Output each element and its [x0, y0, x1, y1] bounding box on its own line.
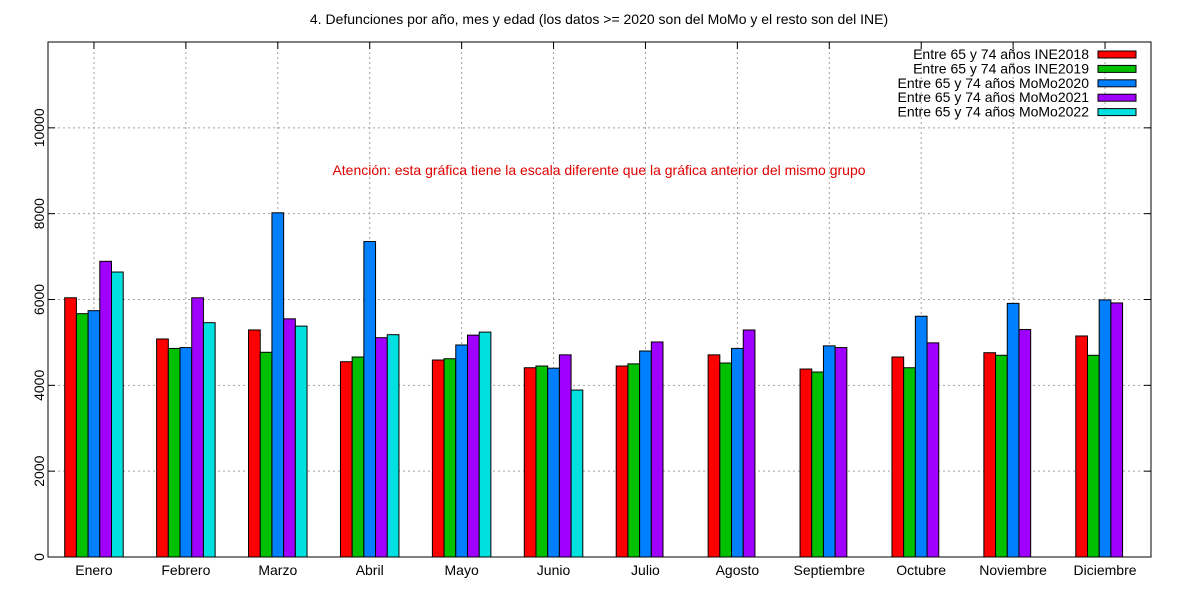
legend-swatch: [1097, 93, 1137, 102]
bar: [719, 362, 733, 558]
bar: [259, 351, 273, 558]
bar: [822, 345, 836, 558]
y-tick-label: 2000: [31, 455, 47, 486]
x-tick-label: Julio: [631, 562, 660, 578]
legend-label: Entre 65 y 74 años INE2018: [913, 46, 1089, 62]
bar: [983, 352, 997, 558]
bar: [351, 356, 365, 558]
bar: [363, 241, 377, 558]
grid-lines: [48, 42, 1151, 557]
bar: [742, 329, 756, 558]
bar: [271, 212, 285, 558]
bar: [627, 363, 641, 558]
bar: [375, 337, 388, 558]
y-tick-label: 0: [31, 553, 47, 561]
bar: [535, 365, 549, 558]
chart-annotation: Atención: esta gráfica tiene la escala d…: [332, 162, 865, 178]
bar: [191, 297, 204, 558]
x-tick-label: Abril: [356, 562, 384, 578]
x-tick-label: Marzo: [258, 562, 297, 578]
bar: [615, 365, 629, 558]
bar: [1110, 302, 1124, 558]
bar: [731, 347, 744, 558]
bar: [478, 331, 492, 558]
bar: [75, 313, 89, 558]
x-tick-label: Agosto: [716, 562, 760, 578]
bar: [111, 271, 124, 558]
legend-label: Entre 65 y 74 años MoMo2020: [898, 75, 1090, 91]
bar: [523, 367, 537, 558]
x-tick-label: Febrero: [161, 562, 210, 578]
y-tick-label: 8000: [31, 198, 47, 229]
bar: [811, 371, 824, 558]
bar: [156, 338, 169, 558]
legend-label: Entre 65 y 74 años MoMo2021: [898, 89, 1090, 105]
bar: [294, 325, 308, 558]
bar: [386, 334, 400, 558]
legend-swatch: [1097, 79, 1137, 88]
bar: [431, 359, 445, 558]
plot-frame: [47, 41, 1152, 558]
bar: [167, 347, 181, 558]
bar: [570, 389, 584, 558]
chart-title: 4. Defunciones por año, mes y edad (los …: [310, 11, 888, 27]
bar: [1006, 302, 1020, 558]
x-tick-label: Enero: [75, 562, 113, 578]
bar: [914, 315, 928, 558]
legend-swatch: [1097, 108, 1137, 117]
x-tick-label: Noviembre: [979, 562, 1047, 578]
bar: [1098, 299, 1112, 558]
bar: [87, 310, 101, 558]
x-tick-label: Septiembre: [793, 562, 865, 578]
legend-swatch: [1097, 64, 1137, 73]
bar: [339, 361, 353, 558]
bar: [248, 329, 261, 558]
bar: [1075, 335, 1088, 558]
bar: [650, 341, 664, 558]
bar: [443, 358, 457, 558]
legend-swatch: [1097, 50, 1137, 59]
x-tick-label: Diciembre: [1074, 562, 1137, 578]
bar: [547, 367, 560, 558]
bar: [834, 347, 848, 558]
y-tick-label: 6000: [31, 284, 47, 315]
bar: [995, 354, 1008, 558]
legend-label: Entre 65 y 74 años INE2019: [913, 60, 1089, 76]
legend-label: Entre 65 y 74 años MoMo2022: [898, 104, 1090, 120]
bar: [64, 297, 77, 558]
bar: [891, 356, 905, 558]
bar: [558, 354, 572, 558]
bar: [1018, 329, 1032, 558]
bar: [283, 318, 296, 558]
bar: [455, 344, 468, 558]
y-tick-label: 4000: [31, 370, 47, 401]
bar: [926, 342, 940, 558]
bar: [707, 354, 721, 558]
x-tick-label: Mayo: [445, 562, 479, 578]
bar: [99, 260, 113, 558]
bar: [639, 350, 652, 558]
bar: [179, 347, 193, 558]
y-tick-label: 10000: [31, 108, 47, 147]
x-tick-label: Octubre: [896, 562, 946, 578]
bar: [202, 322, 216, 558]
bar: [903, 367, 916, 558]
x-tick-label: Junio: [537, 562, 571, 578]
bar: [799, 368, 813, 558]
bar: [466, 334, 480, 558]
bar: [1086, 354, 1100, 558]
